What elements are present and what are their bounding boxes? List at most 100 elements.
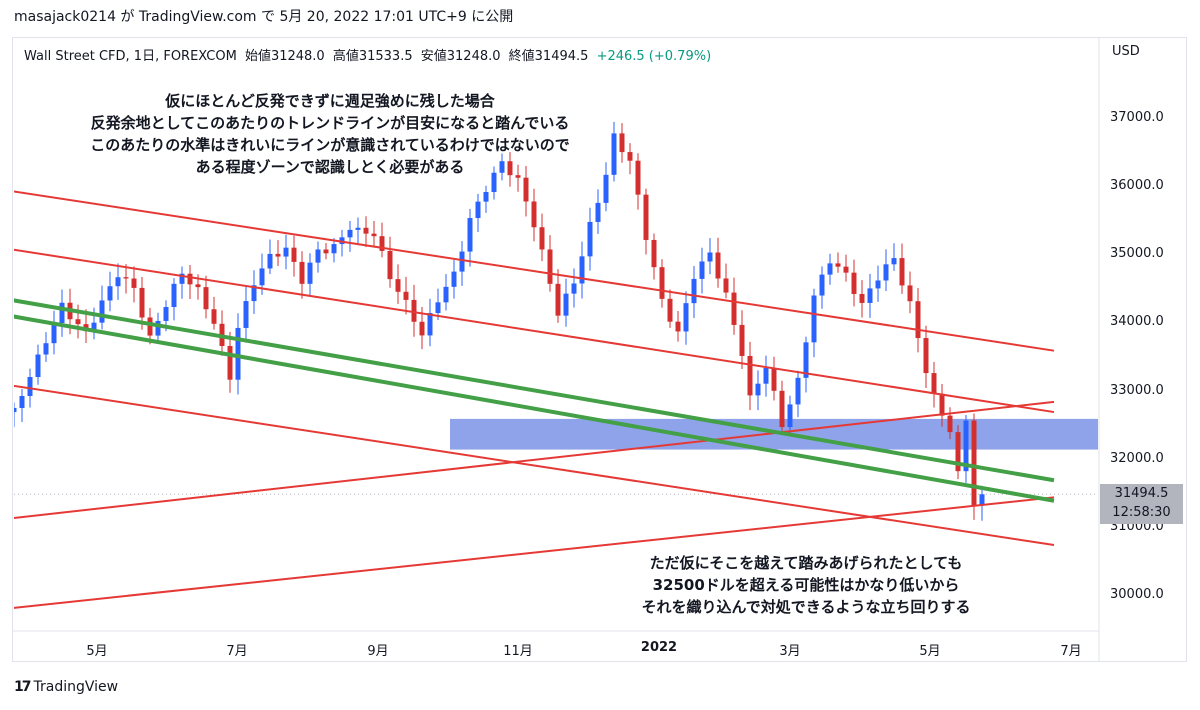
candle-body (523, 177, 529, 202)
candle-body (283, 247, 289, 257)
candle-body (347, 229, 353, 238)
support-zone (450, 418, 1098, 450)
candle-body (483, 192, 489, 202)
candle-body (475, 201, 481, 219)
candle-body (963, 420, 969, 472)
candle-body (787, 404, 793, 428)
green-trend-line[interactable] (0, 284, 1055, 483)
candle-body (547, 249, 553, 284)
annotation-top-line: ある程度ゾーンで認識しとく必要がある (195, 158, 465, 176)
candle-body (155, 320, 161, 336)
candle-body (315, 249, 321, 263)
candle-body (27, 377, 33, 396)
candle-body (507, 161, 513, 176)
x-tick-label: 7月 (1060, 644, 1082, 659)
candle-body (179, 273, 185, 284)
open-value: 始値31248.0 (244, 49, 325, 64)
x-tick-label: 5月 (86, 644, 108, 659)
candle-body (51, 323, 57, 344)
candle-body (259, 268, 265, 286)
low-value: 安値31248.0 (420, 49, 501, 64)
red-trend-line[interactable] (0, 371, 1055, 547)
candle-body (795, 377, 801, 405)
red-trend-line[interactable] (0, 400, 1055, 529)
candle-body (411, 299, 417, 322)
candle-body (867, 288, 873, 303)
candle-body (307, 262, 313, 284)
annotation-bottom-line: ただ仮にそこを越えて踏みあげられたとしても (649, 554, 963, 572)
candle-body (747, 355, 753, 396)
candle-body (931, 373, 937, 394)
candle-body (907, 285, 913, 302)
y-tick-label: 36000.0 (1110, 178, 1164, 193)
candle-body (979, 494, 985, 506)
candle-body (827, 263, 833, 275)
candle-body (403, 291, 409, 300)
candle-body (659, 267, 665, 299)
symbol-info: Wall Street CFD, 1日, FOREXCOM 始値31248.0 … (24, 45, 715, 64)
tradingview-logo-icon: 17 (14, 679, 32, 695)
candle-body (35, 354, 41, 378)
candle-body (971, 420, 977, 506)
candle-body (643, 194, 649, 240)
x-tick-label: 3月 (779, 644, 801, 659)
candle-body (171, 283, 177, 308)
candle-body (587, 221, 593, 257)
annotation-top: 仮にほとんど反発できずに週足強めに残した場合 反発余地としてこのあたりのトレンド… (40, 90, 620, 178)
candle-body (883, 264, 889, 281)
candle-body (355, 227, 361, 230)
y-tick-label: 34000.0 (1110, 314, 1164, 330)
y-tick-label: 33000.0 (1110, 382, 1164, 398)
candle-body (107, 286, 113, 301)
candle-body (195, 284, 201, 288)
bar-countdown: 12:58:30 (1112, 505, 1171, 520)
y-tick-label: 35000.0 (1110, 246, 1164, 262)
candle-body (779, 390, 785, 428)
candle-body (299, 261, 305, 284)
candle-body (603, 174, 609, 203)
candle-body (531, 201, 537, 228)
candle-body (211, 309, 217, 324)
candle-body (267, 253, 273, 269)
y-tick-label: 32000.0 (1110, 450, 1164, 466)
x-tick-label: 7月 (226, 644, 248, 659)
candle-body (323, 249, 329, 254)
candle-body (395, 279, 401, 292)
candle-body (275, 253, 281, 257)
candle-body (843, 266, 849, 273)
green-trend-line[interactable] (0, 300, 1055, 503)
candle-body (619, 133, 625, 153)
tradingview-logo[interactable]: 17 TradingView (14, 679, 118, 695)
candle-body (563, 293, 569, 316)
candle-body (131, 278, 137, 288)
candle-body (875, 280, 881, 289)
candle-body (955, 432, 961, 472)
candle-body (387, 250, 393, 280)
candle-body (771, 368, 777, 391)
chart-frame[interactable] (12, 37, 1187, 662)
last-price: 31494.5 (1114, 486, 1169, 501)
candle-body (635, 160, 641, 195)
candle-body (611, 133, 617, 175)
candle-body (851, 272, 857, 294)
candle-body (59, 302, 65, 324)
candle-body (491, 172, 497, 193)
red-trend-line[interactable] (0, 496, 1055, 618)
annotation-top-line: このあたりの水準はきれいにラインが意識されているわけではないので (90, 136, 570, 154)
trend-lines (0, 177, 1055, 618)
candle-body (755, 383, 761, 396)
y-tick-label: 37000.0 (1110, 109, 1164, 125)
candle-body (235, 327, 241, 380)
candle-body (123, 277, 129, 279)
annotation-bottom: ただ仮にそこを越えて踏みあげられたとしても 32500ドルを超える可能性はかなり… (596, 552, 1016, 618)
symbol-name[interactable]: Wall Street CFD, 1日, FOREXCOM (24, 49, 237, 64)
candle-body (99, 300, 105, 323)
candle-body (683, 303, 689, 332)
red-trend-line[interactable] (0, 177, 1055, 352)
candle-body (915, 301, 921, 339)
red-trend-line[interactable] (0, 235, 1055, 414)
candle-body (699, 261, 705, 279)
candle-body (939, 393, 945, 416)
candle-body (691, 278, 697, 304)
